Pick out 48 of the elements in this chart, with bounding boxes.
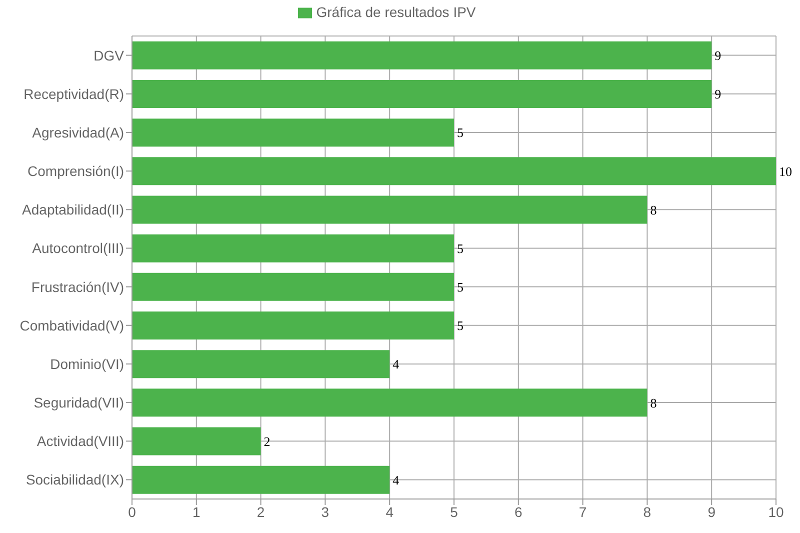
legend-label: Gráfica de resultados IPV: [316, 4, 476, 20]
x-tick-label: 10: [768, 504, 784, 520]
y-tick-label: Comprensión(I): [28, 163, 124, 180]
data-label: 10: [779, 164, 792, 179]
x-tick-label: 5: [450, 504, 458, 520]
data-label: 8: [650, 202, 657, 218]
y-tick-label: Receptividad(R): [24, 86, 124, 102]
bar: [132, 196, 648, 224]
bar: [132, 118, 454, 147]
y-tick-label: Dominio(VI): [50, 356, 124, 372]
data-label: 5: [457, 240, 464, 256]
bar: [132, 234, 454, 262]
x-tick-label: 9: [708, 504, 716, 520]
bar: [132, 157, 776, 186]
y-tick-label: DGV: [94, 47, 125, 64]
bar: [132, 466, 390, 494]
x-tick-label: 3: [321, 504, 330, 520]
x-tick-label: 8: [643, 504, 652, 520]
y-tick-label: Agresividad(A): [32, 124, 124, 140]
data-label: 9: [714, 48, 722, 64]
bar: [132, 350, 390, 378]
x-tick-label: 7: [578, 504, 587, 520]
data-label: 5: [457, 318, 464, 334]
data-label: 2: [264, 434, 270, 449]
x-tick-label: 0: [128, 504, 136, 520]
data-label: 8: [650, 395, 657, 410]
y-tick-label: Frustración(IV): [31, 278, 124, 295]
y-tick-label: Combatividad(V): [20, 317, 124, 334]
x-tick-label: 4: [386, 504, 394, 520]
bar: [132, 311, 454, 340]
bar: [132, 272, 454, 301]
x-tick-label: 1: [192, 504, 200, 520]
y-tick-label: Sociabilidad(IX): [26, 472, 124, 488]
bar: [132, 80, 712, 108]
y-tick-label: Actividad(VIII): [36, 433, 124, 450]
y-tick-label: Autocontrol(III): [32, 240, 124, 256]
data-label: 5: [457, 280, 464, 295]
x-tick-label: 6: [514, 504, 522, 520]
data-label: 4: [392, 356, 400, 372]
y-tick-label: Seguridad(VII): [34, 394, 124, 411]
data-label: 4: [392, 472, 400, 488]
data-label: 5: [457, 125, 464, 140]
bar: [132, 427, 261, 456]
bar: [132, 388, 648, 417]
bar: [132, 41, 712, 70]
data-label: 9: [714, 86, 722, 102]
y-tick-label: Adaptabilidad(II): [22, 202, 124, 218]
x-tick-label: 2: [256, 504, 265, 520]
